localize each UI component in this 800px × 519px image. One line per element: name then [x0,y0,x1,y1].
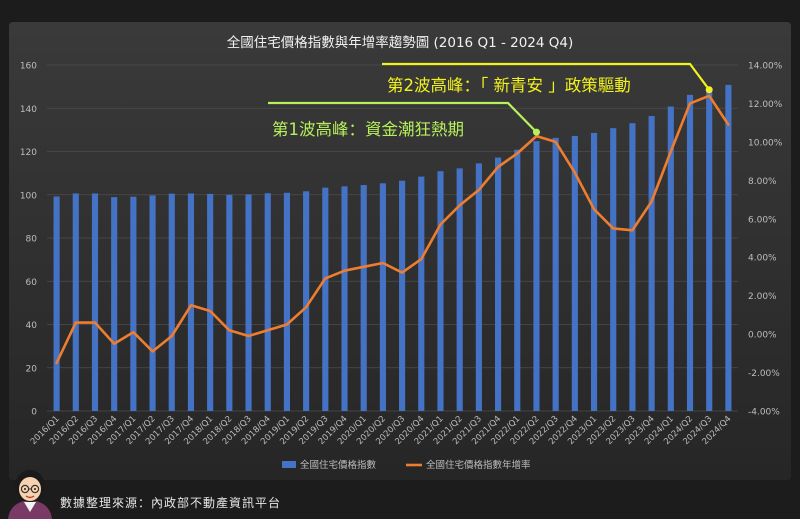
bar [245,194,252,411]
bar [341,186,348,411]
annotation-marker [705,86,713,94]
right-tick-label: 10.00% [748,138,783,148]
left-tick-label: 20 [26,364,38,374]
bar [725,84,732,412]
left-axis: 0 20 40 60 80 100 120 140 160 [20,62,37,418]
bar [168,193,175,411]
chart-title: 全國住宅價格指數與年增率趨勢圖 (2016 Q1 - 2024 Q4) [227,34,574,51]
bar [360,185,367,411]
left-tick-label: 120 [20,148,37,158]
bar [629,123,636,411]
bar [456,168,463,411]
bar [130,196,137,411]
annotations: 第1波高峰：資金潮狂熱期 第2波高峰：「 新青安 」政策驅動 [268,62,713,139]
bar-series [53,84,732,412]
right-tick-label: 4.00% [748,254,777,264]
annotation-marker [532,128,540,136]
left-tick-label: 60 [26,278,38,288]
bar [533,141,540,411]
bar [187,193,195,411]
right-tick-label: 6.00% [748,215,777,225]
legend-swatch-bar [282,461,296,468]
bar [475,163,482,411]
bar [264,193,271,411]
bar [226,194,233,411]
bar [283,192,291,411]
bar [590,132,598,411]
right-tick-label: -2.00% [748,369,780,379]
annotation-label: 第1波高峰：資金潮狂熱期 [272,120,464,139]
bar [514,149,521,411]
right-tick-label: 2.00% [748,292,777,302]
left-tick-label: 160 [20,62,37,72]
left-tick-label: 100 [20,191,37,201]
bar [149,195,156,411]
bar [322,187,329,411]
bar [437,171,444,411]
bar [686,94,694,411]
annotation-leader [382,62,711,91]
bar [72,193,79,411]
bar [571,135,578,411]
avatar-illustration [8,470,52,519]
bar [91,193,99,411]
bar [418,176,425,411]
right-tick-label: 0.00% [748,331,777,341]
bar [207,193,214,411]
right-tick-label: 14.00% [748,62,783,72]
bar [610,128,617,411]
left-tick-label: 140 [20,105,37,115]
bar [399,180,406,411]
right-tick-label: 12.00% [748,100,783,110]
right-tick-label: 8.00% [748,177,777,187]
line-path [55,94,730,365]
annotation-leader [268,101,538,133]
bar [53,196,60,411]
left-tick-label: 40 [26,321,38,331]
bar [379,183,386,411]
bar [706,89,713,411]
bar [667,106,674,412]
annotation-label: 第2波高峰：「 新青安 」政策驅動 [387,76,631,95]
left-tick-label: 0 [31,408,37,418]
legend-label: 全國住宅價格指數年增率 [426,459,531,471]
line-series [55,94,730,365]
bar [494,157,502,411]
bar [303,191,310,411]
source-note: 數據整理來源：內政部不動產資訊平台 [60,496,282,510]
legend-label: 全國住宅價格指數 [300,459,377,471]
right-axis: -4.00% -2.00% 0.00% 2.00% 4.00% 6.00% 8.00% 10.… [748,62,783,418]
bar [552,137,559,411]
left-tick-label: 80 [26,235,38,245]
legend: 全國住宅價格指數 全國住宅價格指數年增率 [282,459,531,471]
right-tick-label: -4.00% [748,408,780,418]
bar [111,197,118,411]
bar [648,116,655,411]
